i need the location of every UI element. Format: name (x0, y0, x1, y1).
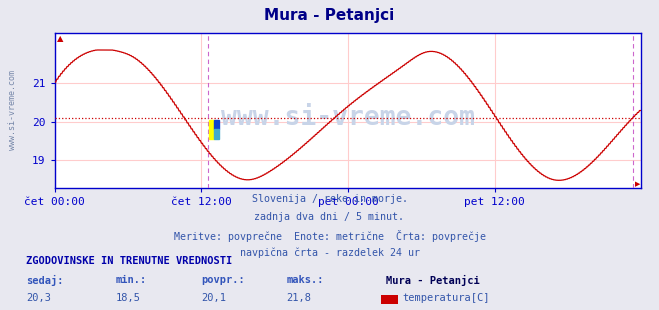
Text: Slovenija / reke in morje.: Slovenija / reke in morje. (252, 194, 407, 204)
Bar (208, 120, 214, 139)
Text: 20,1: 20,1 (201, 293, 226, 303)
Text: povpr.:: povpr.: (201, 275, 244, 285)
Text: Meritve: povprečne  Enote: metrične  Črta: povprečje: Meritve: povprečne Enote: metrične Črta:… (173, 230, 486, 242)
Text: zadnja dva dni / 5 minut.: zadnja dva dni / 5 minut. (254, 212, 405, 222)
Text: sedaj:: sedaj: (26, 275, 64, 286)
Text: Mura - Petanjci: Mura - Petanjci (386, 275, 479, 286)
Text: ZGODOVINSKE IN TRENUTNE VREDNOSTI: ZGODOVINSKE IN TRENUTNE VREDNOSTI (26, 256, 233, 266)
Text: 20,3: 20,3 (26, 293, 51, 303)
Text: ▶: ▶ (635, 181, 641, 187)
Text: www.si-vreme.com: www.si-vreme.com (221, 105, 474, 131)
Text: Mura - Petanjci: Mura - Petanjci (264, 8, 395, 23)
Bar (214, 129, 219, 139)
Text: navpična črta - razdelek 24 ur: navpična črta - razdelek 24 ur (239, 248, 420, 258)
Text: 21,8: 21,8 (287, 293, 312, 303)
Bar (214, 120, 219, 129)
Text: ▲: ▲ (57, 34, 63, 43)
Text: www.si-vreme.com: www.si-vreme.com (8, 70, 17, 150)
Text: 18,5: 18,5 (115, 293, 140, 303)
Text: min.:: min.: (115, 275, 146, 285)
Text: maks.:: maks.: (287, 275, 324, 285)
Text: temperatura[C]: temperatura[C] (402, 293, 490, 303)
